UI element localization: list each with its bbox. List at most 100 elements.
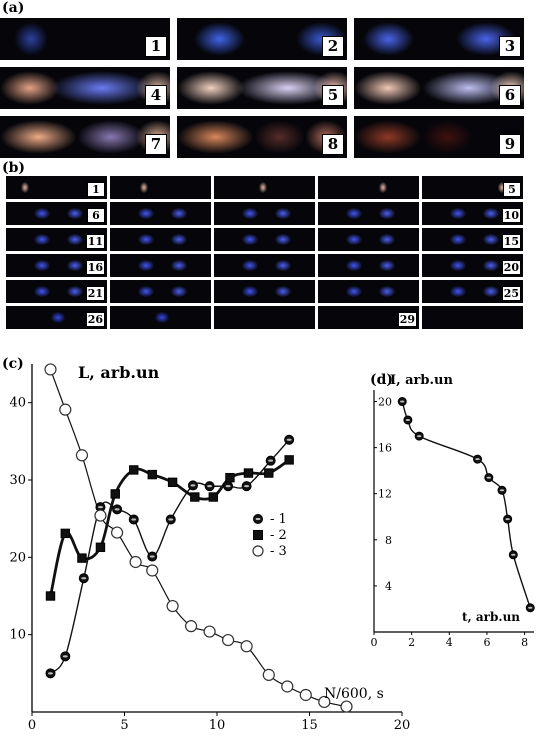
panel-a-frame-number: 4: [145, 85, 167, 106]
glow-spot: [13, 22, 48, 56]
marker-highlight: [62, 655, 68, 658]
chart-c-x-tick-label: 10: [209, 718, 226, 733]
glow-spot: [482, 259, 499, 272]
marker-highlight: [486, 476, 492, 479]
marker-highlight: [416, 435, 422, 438]
chart-c-data-point: [129, 465, 139, 475]
panel-a-frame: 2: [177, 18, 347, 60]
glow-spot: [242, 259, 259, 272]
panel-a-frame-number: 7: [145, 134, 167, 155]
glow-spot: [482, 207, 499, 220]
glow-spot: [253, 120, 305, 154]
panel-b-frame: 16: [6, 254, 107, 277]
panel-b-frame-number: 5: [503, 182, 521, 197]
marker-highlight: [405, 418, 411, 421]
panel-b-frame: [318, 228, 419, 251]
chart-c-data-point: [225, 472, 235, 483]
glow-spot: [378, 181, 387, 194]
glow-spot: [170, 233, 187, 246]
panel-b-frame: 6: [6, 202, 107, 225]
chart-c-y-tick-label: 20: [9, 550, 26, 565]
panel-b-frame: [110, 254, 211, 277]
marker-highlight: [48, 672, 53, 675]
panel-b-frame: [422, 306, 523, 329]
chart-c-legend: - 1- 2- 3: [252, 512, 287, 559]
glow-spot: [242, 285, 259, 298]
marker-highlight: [190, 484, 196, 487]
glow-spot: [482, 233, 499, 246]
panel-a-frame-number: 5: [322, 85, 344, 106]
panel-b-frame: [110, 176, 211, 199]
panel-b-frame: 11: [6, 228, 107, 251]
chart-d-xlabel: t, arb.un: [462, 610, 520, 624]
panel-b-frame-number: 15: [501, 234, 521, 249]
chart-c-data-point: [281, 680, 294, 693]
chart-c-data-point: [75, 449, 89, 462]
glow-spot: [76, 120, 145, 154]
chart-d-y-tick-label: 12: [378, 488, 392, 501]
glow-spot: [497, 181, 506, 194]
chart-c-legend-label: - 1: [270, 512, 287, 527]
chart-c-data-point: [264, 468, 274, 478]
chart-c-data-point: [129, 555, 142, 569]
glow-spot: [34, 233, 51, 246]
panel-b-frame: 21: [6, 280, 107, 303]
chart-c-x-tick-label: 20: [394, 718, 411, 733]
glow-spot: [155, 311, 170, 324]
glow-spot: [170, 207, 187, 220]
chart-c-y-tick-label: 10: [9, 628, 26, 643]
glow-spot: [138, 259, 155, 272]
marker-highlight: [149, 555, 155, 558]
glow-spot: [362, 22, 414, 56]
panel-a-frame-number: 6: [499, 85, 521, 106]
glow-spot: [450, 285, 467, 298]
glow-spot: [177, 71, 245, 105]
marker-highlight: [528, 606, 533, 609]
chart-c-data-point: [44, 363, 57, 376]
glow-spot: [0, 71, 60, 105]
panel-b-frame: 15: [422, 228, 523, 251]
chart-c-data-point: [147, 469, 157, 480]
glow-spot: [450, 259, 467, 272]
marker-highlight: [511, 553, 516, 556]
panel-b-image-grid: 1 5 6 10 11 15 16 20 21 25 26 29: [6, 176, 523, 334]
marker-highlight: [400, 400, 405, 403]
panel-b-frame: 10: [422, 202, 523, 225]
panel-b-frame: [110, 202, 211, 225]
panel-d-label: (d): [370, 372, 394, 388]
glow-spot: [194, 22, 245, 56]
panel-a-image-grid: 1 2 3 4 5 6 7 8 9: [0, 18, 544, 158]
chart-c-x-tick-label: 15: [301, 718, 318, 733]
chart-c-data-point: [318, 695, 331, 709]
panel-b-frame-number: 25: [501, 286, 521, 301]
chart-d-y-tick-label: 4: [385, 580, 392, 593]
chart-c-data-point: [60, 528, 70, 539]
panel-b-frame: 29: [318, 306, 419, 329]
panel-a-frame: 1: [0, 18, 170, 60]
panel-b-frame: [214, 306, 315, 329]
marker-highlight: [244, 485, 250, 488]
chart-d-y-tick-label: 8: [385, 534, 392, 547]
glow-spot: [422, 120, 473, 154]
glow-spot: [346, 207, 363, 220]
marker-highlight: [475, 458, 480, 461]
chart-d-y-tick-label: 20: [378, 396, 392, 409]
glow-spot: [242, 207, 259, 220]
panel-a-frame: 8: [177, 116, 347, 158]
chart-c-x-tick-label: 5: [120, 718, 128, 733]
marker-highlight: [268, 459, 274, 462]
glow-spot: [138, 207, 155, 220]
chart-c-data-point: [95, 542, 106, 552]
glow-spot: [274, 285, 291, 298]
marker-highlight: [168, 518, 174, 521]
chart-c-data-point: [77, 553, 87, 563]
chart-c-y-tick-label: 30: [9, 473, 26, 488]
glow-spot: [138, 285, 155, 298]
chart-c-data-point: [243, 468, 254, 478]
chart-d-x-tick-label: 0: [371, 636, 378, 649]
chart-c-data-point: [222, 633, 235, 647]
glow-spot: [378, 285, 395, 298]
panel-b-frame: [318, 202, 419, 225]
chart-c-data-point: [240, 640, 253, 653]
chart-c-legend-label: - 3: [270, 544, 287, 559]
